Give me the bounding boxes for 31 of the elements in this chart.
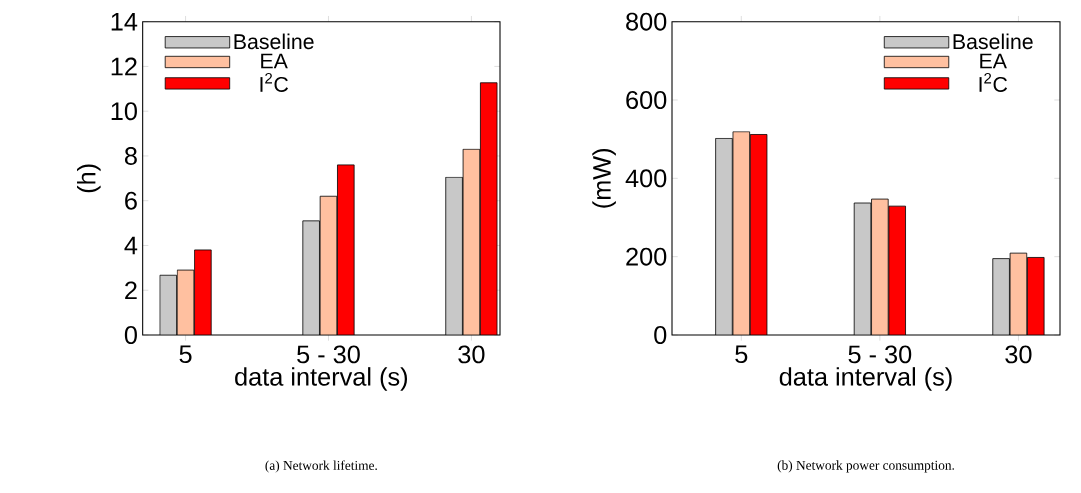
text: (a) Network lifetime. [265,460,377,473]
legend-label: EA [261,53,288,69]
x-axis-title: data interval (s) [235,367,408,391]
x-tick-label: 5 - 30 [297,345,360,364]
x-tick-label: 30 [1005,345,1032,364]
legend-label: I$^{2}$C [979,73,1008,92]
y-tick-label: 800 [626,12,667,31]
x-tick-label: 5 [179,345,192,364]
y-tick-label: 600 [626,91,667,109]
y-tick-label: 4 [124,236,138,255]
y-tick-label: 12 [111,57,137,76]
x-tick-label: 5 [735,345,748,364]
y-axis-title: (mW) [592,148,616,208]
y-tick-label: 0 [654,326,667,344]
legend-label: Baseline [953,33,1033,50]
legend-label: Baseline [234,33,314,50]
x-tick-label: 5 - 30 [848,345,912,364]
y-tick-label: 14 [111,12,138,31]
legend-label: EA [980,53,1007,69]
y-tick-label: 400 [625,169,667,188]
y-tick-label: 2 [125,281,137,300]
y-tick-label: 10 [111,102,137,121]
x-tick-label: 30 [458,345,485,364]
y-tick-label: 8 [124,146,137,165]
y-axis-title: (h) [77,164,101,193]
text: (b) Network power consumption. [777,460,954,473]
y-tick-label: 6 [125,191,137,210]
y-tick-label: 0 [124,326,137,344]
x-axis-title: data interval (s) [779,367,952,391]
legend-label: I$^{2}$C [260,72,289,92]
y-tick-label: 200 [626,247,667,266]
